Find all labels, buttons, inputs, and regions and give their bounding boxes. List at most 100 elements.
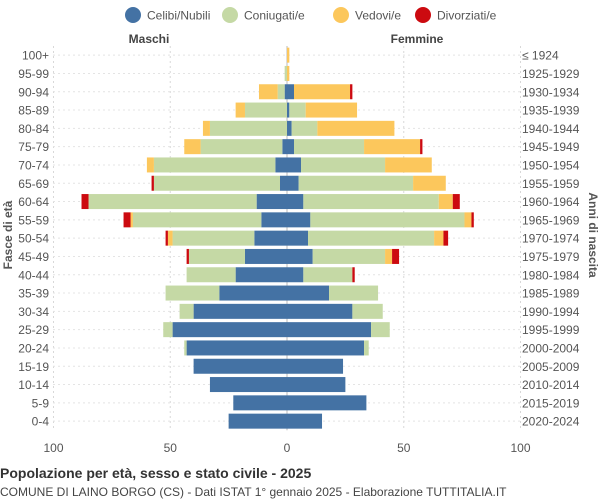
bar-male-coniugati-30-34 — [179, 303, 194, 319]
bars — [81, 47, 474, 429]
x-tick-label: 100 — [43, 441, 63, 455]
bar-female-celibi-50-54 — [287, 230, 309, 246]
age-label: 10-14 — [18, 378, 49, 392]
birth-year-label: 1925-1929 — [522, 67, 580, 81]
bar-female-celibi-35-39 — [287, 285, 330, 301]
bar-male-celibi-90-94 — [284, 84, 287, 100]
birth-year-label: 1985-1989 — [522, 287, 580, 301]
bar-female-celibi-5-9 — [287, 395, 367, 411]
bar-male-vedovi-55-59 — [130, 212, 133, 228]
birth-year-label: 1950-1954 — [522, 158, 580, 172]
bar-female-coniugati-80-84 — [291, 120, 318, 136]
bar-female-celibi-30-34 — [287, 303, 353, 319]
bar-female-coniugati-85-89 — [289, 102, 306, 118]
birth-year-label: 1990-1994 — [522, 305, 580, 319]
birth-year-label: 2005-2009 — [522, 360, 580, 374]
bar-male-coniugati-80-84 — [209, 120, 287, 136]
bar-male-vedovi-90-94 — [258, 84, 278, 100]
bar-female-coniugati-45-49 — [312, 248, 386, 264]
legend-label-coniugati: Coniugati/e — [244, 9, 305, 23]
age-group-labels: 100+ 95-99 90-94 85-89 80-84 75-79 70-74 65-69 6… — [18, 49, 49, 429]
bar-female-celibi-0-4 — [287, 413, 323, 429]
bar-female-vedovi-50-54 — [434, 230, 444, 246]
bar-male-vedovi-50-54 — [167, 230, 173, 246]
age-label: 55-59 — [18, 213, 49, 227]
bar-male-celibi-30-34 — [193, 303, 287, 319]
bar-male-divorziati-55-59 — [123, 212, 131, 228]
birth-year-label: 1960-1964 — [522, 195, 580, 209]
bar-female-celibi-65-69 — [287, 175, 299, 191]
legend-marker-coniugati — [222, 7, 238, 23]
bar-female-coniugati-20-24 — [364, 340, 369, 356]
bar-female-divorziati-75-79 — [420, 139, 423, 155]
bar-male-coniugati-55-59 — [132, 212, 262, 228]
bar-female-vedovi-65-69 — [413, 175, 446, 191]
bar-male-coniugati-60-64 — [88, 194, 257, 210]
bar-male-coniugati-65-69 — [153, 175, 280, 191]
bar-female-vedovi-70-74 — [385, 157, 432, 173]
bar-female-celibi-60-64 — [287, 194, 304, 210]
birth-year-label: 1945-1949 — [522, 140, 580, 154]
bar-male-divorziati-45-49 — [186, 248, 189, 264]
bar-female-vedovi-55-59 — [464, 212, 472, 228]
bar-female-vedovi-100+ — [287, 47, 290, 63]
chart-title: Popolazione per età, sesso e stato civil… — [0, 465, 311, 481]
bar-male-vedovi-80-84 — [202, 120, 210, 136]
bar-female-vedovi-60-64 — [438, 194, 453, 210]
bar-female-celibi-45-49 — [287, 248, 313, 264]
birth-year-label: 1975-1979 — [522, 250, 580, 264]
bar-male-coniugati-25-29 — [163, 322, 173, 338]
bar-male-celibi-35-39 — [219, 285, 287, 301]
bar-male-divorziati-60-64 — [81, 194, 89, 210]
bar-male-coniugati-90-94 — [277, 84, 285, 100]
bar-female-coniugati-65-69 — [298, 175, 414, 191]
legend-marker-divorziati — [415, 7, 431, 23]
age-label: 40-44 — [18, 268, 49, 282]
bar-female-divorziati-40-44 — [352, 267, 355, 283]
bar-male-celibi-60-64 — [256, 194, 287, 210]
bar-female-coniugati-75-79 — [294, 139, 365, 155]
y-axis-title-right: Anni di nascita — [586, 192, 600, 278]
birth-year-label: 2015-2019 — [522, 396, 580, 410]
bar-male-celibi-55-59 — [261, 212, 287, 228]
bar-female-celibi-10-14 — [287, 377, 346, 393]
bar-female-divorziati-90-94 — [350, 84, 353, 100]
bar-female-celibi-25-29 — [287, 322, 372, 338]
birth-year-label: 1940-1944 — [522, 122, 580, 136]
bar-male-coniugati-50-54 — [172, 230, 255, 246]
bar-female-vedovi-90-94 — [294, 84, 351, 100]
legend: Celibi/Nubili Coniugati/e Vedovi/e Divorzia… — [125, 7, 497, 23]
bar-male-coniugati-45-49 — [188, 248, 245, 264]
birth-year-label: 2010-2014 — [522, 378, 580, 392]
birth-year-label: 1955-1959 — [522, 177, 580, 191]
right-header-femmine: Femmine — [391, 32, 444, 46]
bar-male-celibi-25-29 — [172, 322, 287, 338]
bar-male-divorziati-65-69 — [151, 175, 154, 191]
bar-female-coniugati-60-64 — [303, 194, 439, 210]
bar-male-celibi-5-9 — [233, 395, 287, 411]
age-label: 20-24 — [18, 341, 49, 355]
birth-year-label: 2000-2004 — [522, 341, 580, 355]
bar-female-coniugati-50-54 — [308, 230, 435, 246]
legend-label-vedovi: Vedovi/e — [355, 9, 401, 23]
bar-male-coniugati-35-39 — [165, 285, 220, 301]
bar-male-celibi-45-49 — [244, 248, 287, 264]
age-label: 75-79 — [18, 140, 49, 154]
bar-male-coniugati-70-74 — [153, 157, 276, 173]
birth-year-label: 1935-1939 — [522, 104, 580, 118]
birth-year-label: 1970-1974 — [522, 232, 580, 246]
x-tick-label: 0 — [284, 441, 291, 455]
legend-marker-celibi — [125, 7, 141, 23]
age-label: 45-49 — [18, 250, 49, 264]
bar-male-celibi-40-44 — [235, 267, 287, 283]
x-tick-label: 100 — [510, 441, 530, 455]
left-header-maschi: Maschi — [129, 32, 170, 46]
bar-female-celibi-75-79 — [287, 139, 295, 155]
bar-female-celibi-85-89 — [287, 102, 290, 118]
bar-female-vedovi-80-84 — [317, 120, 395, 136]
bar-male-coniugati-85-89 — [244, 102, 287, 118]
bar-male-celibi-50-54 — [254, 230, 287, 246]
age-label: 95-99 — [18, 67, 49, 81]
birth-year-label: 1930-1934 — [522, 85, 580, 99]
